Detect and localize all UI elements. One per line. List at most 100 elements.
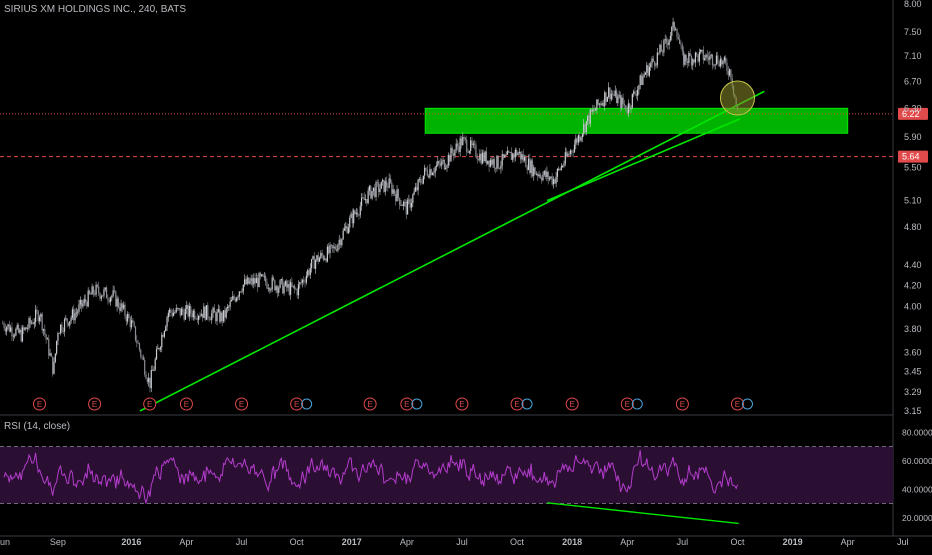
price-tick-label: 4.20	[904, 280, 922, 290]
candle-body	[686, 61, 689, 63]
candle-body	[387, 186, 389, 188]
candle-body	[579, 135, 581, 141]
candle-body	[194, 310, 196, 319]
candle-body	[481, 152, 484, 164]
candle-body	[293, 285, 296, 289]
price-tick-label: 7.10	[904, 51, 922, 61]
candle-body	[286, 280, 288, 288]
candle-body	[96, 284, 98, 287]
candle-body	[728, 69, 731, 76]
candle-body	[602, 102, 605, 106]
candle-body	[458, 146, 460, 152]
candle-body	[665, 38, 668, 43]
candle-body	[468, 151, 470, 153]
candle-body	[385, 181, 388, 187]
candle-body	[681, 45, 683, 52]
candle-body	[466, 139, 468, 153]
candle-body	[128, 313, 130, 319]
candle-body	[16, 325, 18, 329]
price-tick-label: 5.50	[904, 163, 922, 173]
candle-body	[416, 187, 418, 191]
candle-body	[593, 109, 595, 111]
candle-body	[422, 175, 424, 184]
price-tick-label: 3.15	[904, 406, 922, 416]
candle-body	[236, 297, 238, 302]
candle-body	[329, 244, 331, 254]
x-tick-label: Jul	[677, 537, 689, 547]
candle-body	[634, 91, 636, 95]
candle-body	[719, 58, 721, 67]
candle-body	[37, 311, 39, 322]
candle-body	[183, 312, 185, 320]
earnings-marker-label: E	[680, 400, 685, 409]
earnings-marker-icon	[179, 397, 193, 411]
candle-body	[564, 152, 566, 164]
candle-body	[429, 169, 431, 178]
candle-body	[363, 197, 365, 201]
candle-body	[336, 249, 338, 251]
candle-body	[73, 309, 75, 321]
candle-body	[450, 147, 452, 162]
candle-body	[677, 37, 679, 40]
candle-body	[491, 159, 493, 165]
candle-body	[446, 165, 448, 168]
candle-body	[32, 322, 34, 325]
candle-body	[585, 121, 587, 133]
earnings-marker-icon	[620, 397, 634, 411]
candle-body	[391, 182, 393, 194]
symbol-title: SIRIUS XM HOLDINGS INC., 240, BATS	[4, 4, 187, 15]
candle-body	[42, 329, 45, 331]
candle-body	[404, 201, 406, 203]
candle-body	[454, 149, 456, 156]
candle-body	[533, 167, 535, 177]
candle-body	[345, 226, 347, 229]
candle-body	[610, 93, 612, 100]
candle-body	[697, 54, 699, 62]
candle-body	[105, 287, 108, 299]
candle-body	[571, 150, 573, 153]
candle-body	[413, 191, 415, 195]
candle-body	[317, 255, 319, 262]
candle-body	[672, 21, 674, 27]
candle-body	[397, 189, 399, 198]
candle-body	[144, 359, 146, 375]
candle-body	[44, 329, 46, 335]
candle-body	[370, 185, 372, 199]
candle-body	[216, 311, 218, 322]
candle-body	[199, 316, 201, 317]
candle-body	[382, 179, 384, 182]
candle-body	[623, 103, 626, 106]
candle-body	[730, 69, 732, 79]
candle-body	[165, 326, 167, 332]
candle-body	[338, 239, 340, 245]
candle-body	[693, 59, 695, 63]
candle-body	[146, 378, 148, 383]
candle-body	[137, 342, 139, 344]
candle-body	[38, 316, 41, 322]
candle-body	[596, 99, 598, 110]
candle-body	[211, 313, 213, 321]
x-tick-label: Apr	[841, 537, 855, 547]
candle-body	[58, 333, 60, 334]
candle-body	[435, 165, 438, 168]
x-tick-label: Sep	[50, 537, 66, 547]
candle-body	[455, 143, 457, 150]
candle-body	[225, 308, 227, 318]
candle-body	[655, 64, 657, 66]
earnings-marker-label: E	[37, 400, 42, 409]
candle-body	[531, 160, 534, 177]
earnings-marker-label: E	[147, 400, 152, 409]
candle-body	[28, 318, 30, 328]
candle-body	[339, 239, 342, 246]
candle-body	[266, 282, 268, 289]
candle-body	[608, 87, 610, 98]
candle-body	[241, 291, 243, 293]
rsi-line	[3, 450, 738, 505]
price-badge-label: 6.22	[902, 109, 920, 119]
candle-body	[547, 171, 549, 180]
candle-body	[228, 306, 230, 308]
candle-body	[605, 92, 607, 102]
candle-body	[23, 327, 25, 330]
